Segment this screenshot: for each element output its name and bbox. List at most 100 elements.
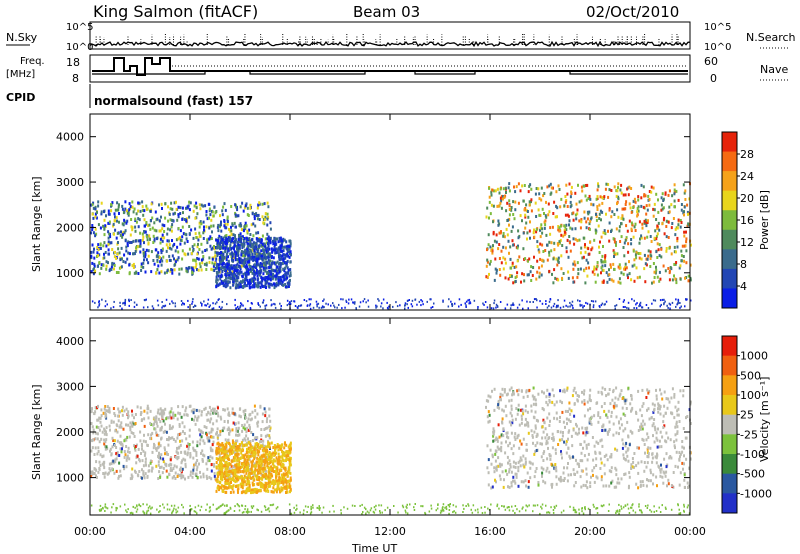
ground-cell: [98, 304, 100, 307]
data-cell: [143, 230, 146, 233]
data-cell: [108, 232, 111, 236]
data-cell: [244, 408, 247, 412]
data-cell: [111, 248, 114, 251]
station-title: King Salmon (fitACF): [93, 2, 258, 21]
data-cell: [225, 269, 228, 273]
ground-cell: [297, 306, 299, 309]
ground-cell: [182, 302, 184, 305]
data-cell: [225, 263, 227, 267]
data-cell: [624, 238, 627, 242]
data-cell: [276, 445, 279, 449]
data-cell: [161, 223, 164, 227]
data-cell: [195, 262, 198, 266]
data-cell: [620, 216, 623, 220]
data-cell: [96, 418, 99, 422]
data-cell: [114, 219, 116, 223]
data-cell: [677, 223, 680, 227]
ground-cell: [460, 303, 462, 306]
data-cell: [268, 270, 271, 274]
data-cell: [638, 220, 641, 224]
data-cell: [613, 240, 616, 244]
data-cell: [92, 431, 95, 435]
data-cell: [278, 477, 281, 480]
data-cell: [145, 221, 148, 224]
data-cell: [226, 222, 229, 226]
data-cell: [253, 274, 256, 278]
data-cell: [267, 442, 270, 446]
ground-cell: [264, 307, 267, 310]
data-cell: [289, 463, 292, 467]
data-cell: [126, 456, 129, 460]
data-cell: [265, 255, 268, 259]
data-cell: [237, 426, 240, 430]
data-cell: [101, 462, 104, 466]
data-cell: [105, 264, 108, 268]
data-cell: [91, 407, 93, 411]
ground-cell: [395, 301, 397, 304]
data-cell: [557, 259, 560, 263]
data-cell: [589, 217, 592, 221]
data-cell: [115, 446, 118, 449]
data-cell: [142, 213, 145, 217]
data-cell: [260, 459, 263, 463]
data-cell: [272, 451, 275, 455]
data-cell: [258, 461, 261, 465]
data-cell: [512, 213, 515, 216]
data-cell: [232, 256, 235, 260]
data-cell: [279, 447, 282, 451]
data-cell: [640, 183, 643, 187]
data-cell: [649, 250, 652, 254]
data-cell: [514, 190, 517, 194]
data-cell: [254, 452, 257, 456]
data-cell: [241, 429, 244, 433]
data-cell: [242, 279, 244, 283]
data-cell: [184, 477, 186, 481]
ground-cell: [496, 305, 499, 307]
data-cell: [511, 225, 514, 229]
data-cell: [184, 409, 187, 413]
data-cell: [661, 192, 664, 196]
data-cell: [185, 237, 188, 241]
data-cell: [284, 256, 287, 260]
data-cell: [155, 271, 158, 275]
data-cell: [675, 281, 678, 285]
data-cell: [596, 265, 599, 269]
data-cell: [174, 249, 177, 253]
data-cell: [176, 218, 179, 222]
data-cell: [174, 413, 177, 417]
data-cell: [203, 425, 206, 429]
data-cell: [103, 432, 106, 436]
data-cell: [91, 212, 94, 216]
data-cell: [261, 455, 264, 458]
ground-cell: [590, 300, 593, 302]
data-cell: [167, 438, 170, 442]
data-cell: [235, 445, 238, 449]
data-cell: [90, 470, 93, 474]
data-cell: [268, 462, 270, 466]
data-cell: [235, 448, 238, 451]
ground-cell: [622, 300, 625, 303]
data-cell: [177, 215, 180, 219]
data-cell: [676, 245, 679, 249]
data-cell: [187, 266, 190, 270]
data-cell: [223, 279, 226, 283]
data-cell: [221, 209, 224, 213]
data-cell: [232, 484, 235, 488]
data-cell: [183, 425, 186, 429]
data-cell: [123, 455, 126, 459]
data-cell: [282, 472, 285, 476]
data-cell: [272, 490, 275, 494]
data-cell: [204, 406, 207, 410]
data-cell: [124, 453, 127, 457]
data-cell: [233, 243, 236, 247]
data-cell: [667, 193, 670, 197]
data-cell: [103, 466, 106, 470]
data-cell: [281, 473, 283, 477]
ground-cell: [205, 304, 208, 307]
data-cell: [658, 279, 661, 283]
data-cell: [244, 271, 247, 275]
data-cell: [215, 457, 218, 461]
ground-cell: [442, 299, 444, 302]
data-cell: [231, 270, 234, 274]
